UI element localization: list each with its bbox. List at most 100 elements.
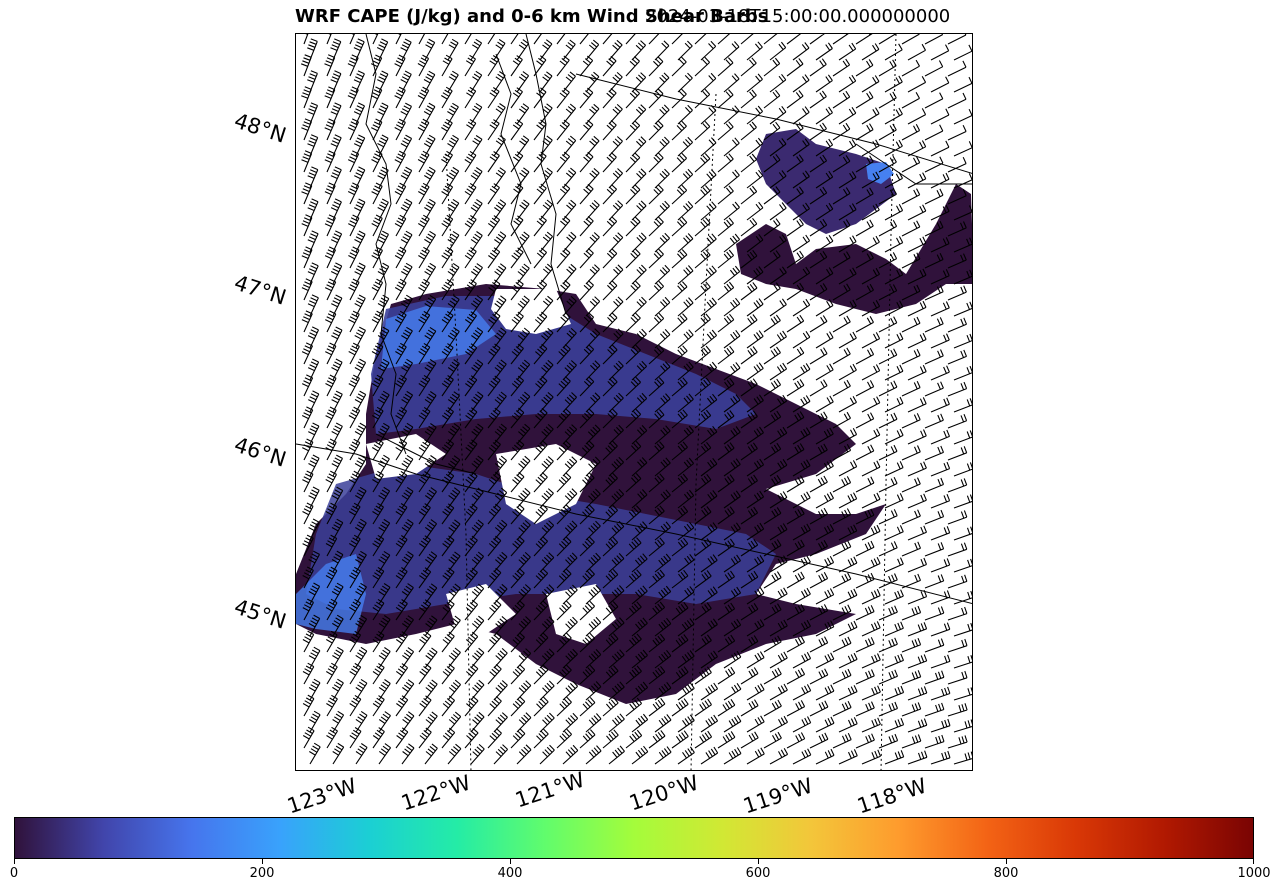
geography-lines [296, 34, 972, 770]
wind-barb [516, 71, 530, 93]
wind-barb [493, 551, 508, 573]
wind-barb [671, 601, 689, 621]
wind-barb [861, 75, 880, 93]
wind-barb [562, 199, 577, 221]
wind-barb [924, 638, 945, 653]
wind-barb [562, 744, 579, 765]
wind-barb [838, 652, 858, 669]
wind-barb [301, 342, 313, 365]
wind-barb [924, 285, 944, 301]
wind-barb [562, 552, 578, 573]
wind-barb [671, 216, 688, 237]
wind-barb [625, 312, 641, 333]
wind-barb [330, 38, 342, 61]
wind-barb [371, 342, 384, 365]
wind-barb [838, 685, 858, 701]
wind-barb [786, 732, 806, 749]
wind-barb [447, 198, 460, 221]
wind-barb [631, 168, 647, 189]
wind-barb [556, 34, 566, 45]
wind-barb [792, 331, 811, 349]
wind-barb [763, 539, 782, 557]
wind-barb [832, 604, 852, 621]
wind-barb [330, 70, 342, 93]
wind-barb [510, 119, 524, 141]
wind-barb [832, 508, 852, 525]
wind-barb [648, 216, 664, 237]
wind-barb [924, 606, 945, 621]
wind-barb [723, 683, 742, 701]
wind-barb [947, 638, 968, 653]
wind-barb [677, 233, 694, 253]
wind-barb [648, 88, 664, 109]
wind-barb [654, 457, 671, 477]
wind-barb [585, 681, 602, 701]
wind-barb [723, 362, 741, 381]
wind-barb [694, 34, 707, 45]
wind-barb [631, 72, 647, 93]
wind-barb [301, 246, 313, 269]
wind-barb [579, 215, 594, 237]
wind-barb [677, 201, 694, 221]
wind-barb [631, 296, 647, 317]
wind-barb [302, 470, 314, 493]
wind-barb [493, 295, 507, 317]
wind-barb [809, 540, 828, 557]
wind-barb [510, 34, 519, 45]
wind-barb [861, 300, 881, 317]
wind-barb [378, 647, 391, 669]
wind-barb [654, 714, 672, 733]
wind-barb [947, 317, 968, 333]
cape-gap-1 [491, 289, 571, 334]
wind-barb [901, 92, 920, 109]
wind-barb [763, 153, 781, 173]
wind-barb [855, 540, 875, 557]
wind-barb [418, 599, 432, 621]
wind-barb [418, 342, 431, 365]
wind-barb [671, 345, 688, 365]
wind-barb [417, 54, 430, 77]
wind-barb [654, 296, 671, 317]
wind-barb [855, 123, 874, 141]
wind-barb [792, 555, 811, 573]
wind-barb [861, 235, 880, 253]
wind-barb [792, 619, 811, 637]
wind-barb [470, 263, 483, 285]
lon-label-121: 121°W [512, 767, 588, 813]
colorbar-tick-label: 200 [249, 866, 275, 881]
wind-barb [700, 329, 718, 349]
wind-barb [400, 198, 413, 221]
wind-barb [354, 326, 366, 349]
wind-barb [694, 409, 712, 429]
wind-barb [907, 493, 927, 509]
wind-barb [493, 712, 508, 733]
wind-barb [625, 88, 641, 109]
wind-barb [792, 748, 812, 765]
wind-barb [884, 204, 904, 221]
wind-barb [953, 494, 972, 509]
wind-barb [602, 472, 618, 493]
wind-barb [746, 683, 765, 701]
wind-barb [809, 636, 829, 653]
colorbar [14, 817, 1254, 859]
wind-barb [487, 343, 501, 365]
wind-barb [372, 438, 384, 461]
wind-barb [815, 267, 834, 285]
wind-barb [464, 118, 477, 141]
wind-barb [648, 730, 666, 749]
wind-barb [654, 746, 672, 765]
wind-barb [447, 262, 460, 285]
wind-barb [809, 668, 829, 685]
wind-barb [556, 376, 571, 397]
wind-barb [602, 729, 619, 749]
wind-barb [809, 475, 828, 493]
wind-barb [930, 461, 951, 477]
wind-barb [924, 413, 944, 429]
wind-barb [562, 392, 578, 413]
colorbar-tick [262, 859, 263, 864]
wind-barb [539, 712, 555, 733]
wind-barb [648, 697, 666, 717]
wind-barb [331, 518, 344, 541]
wind-barb [464, 407, 478, 429]
wind-barb [815, 235, 834, 253]
